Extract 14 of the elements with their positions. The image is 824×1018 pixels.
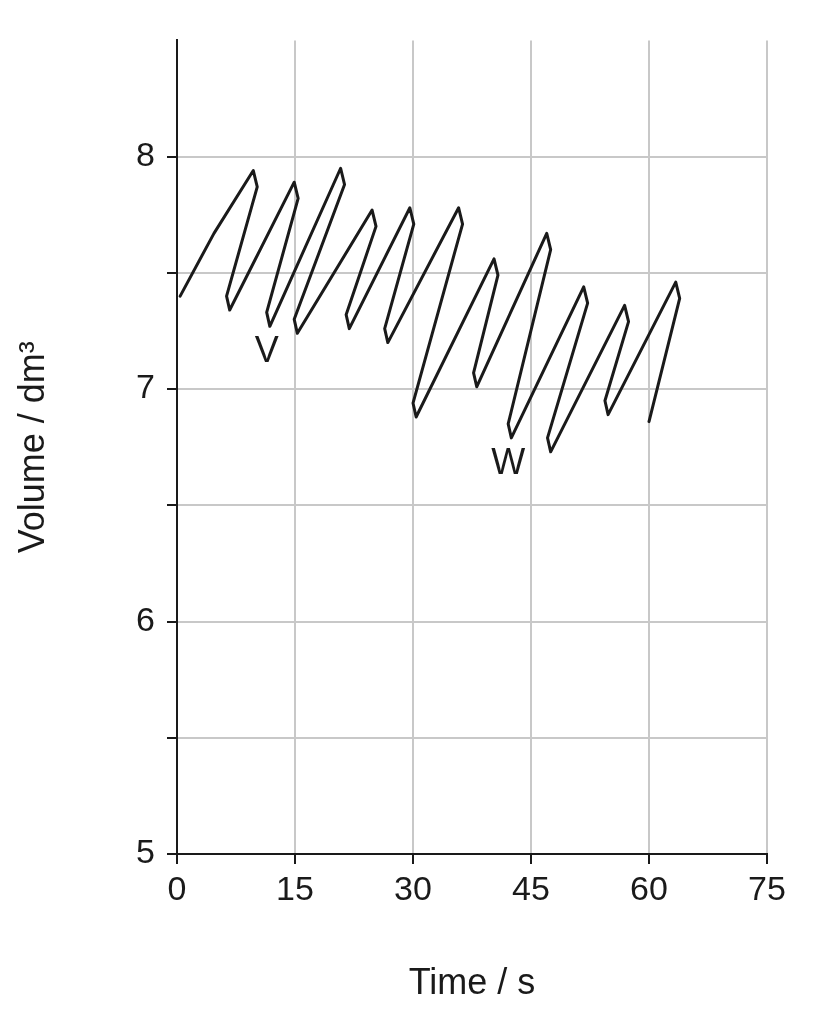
x-tick-label: 0 (167, 868, 187, 907)
x-tick-label: 45 (512, 868, 550, 907)
x-tick-label: 75 (748, 868, 786, 907)
y-axis-title: Volume / dm³ (10, 341, 52, 554)
y-tick-label: 6 (136, 599, 155, 638)
y-tick-label: 5 (136, 832, 155, 871)
x-tick-label: 15 (276, 868, 314, 907)
x-axis-title: Time / s (408, 961, 536, 1003)
x-tick-label: 30 (394, 868, 432, 907)
annotation: V (254, 329, 279, 371)
y-tick-label: 7 (136, 367, 155, 406)
annotation: W (491, 440, 526, 482)
y-tick-label: 8 (136, 135, 155, 173)
x-tick-label: 60 (630, 868, 668, 907)
